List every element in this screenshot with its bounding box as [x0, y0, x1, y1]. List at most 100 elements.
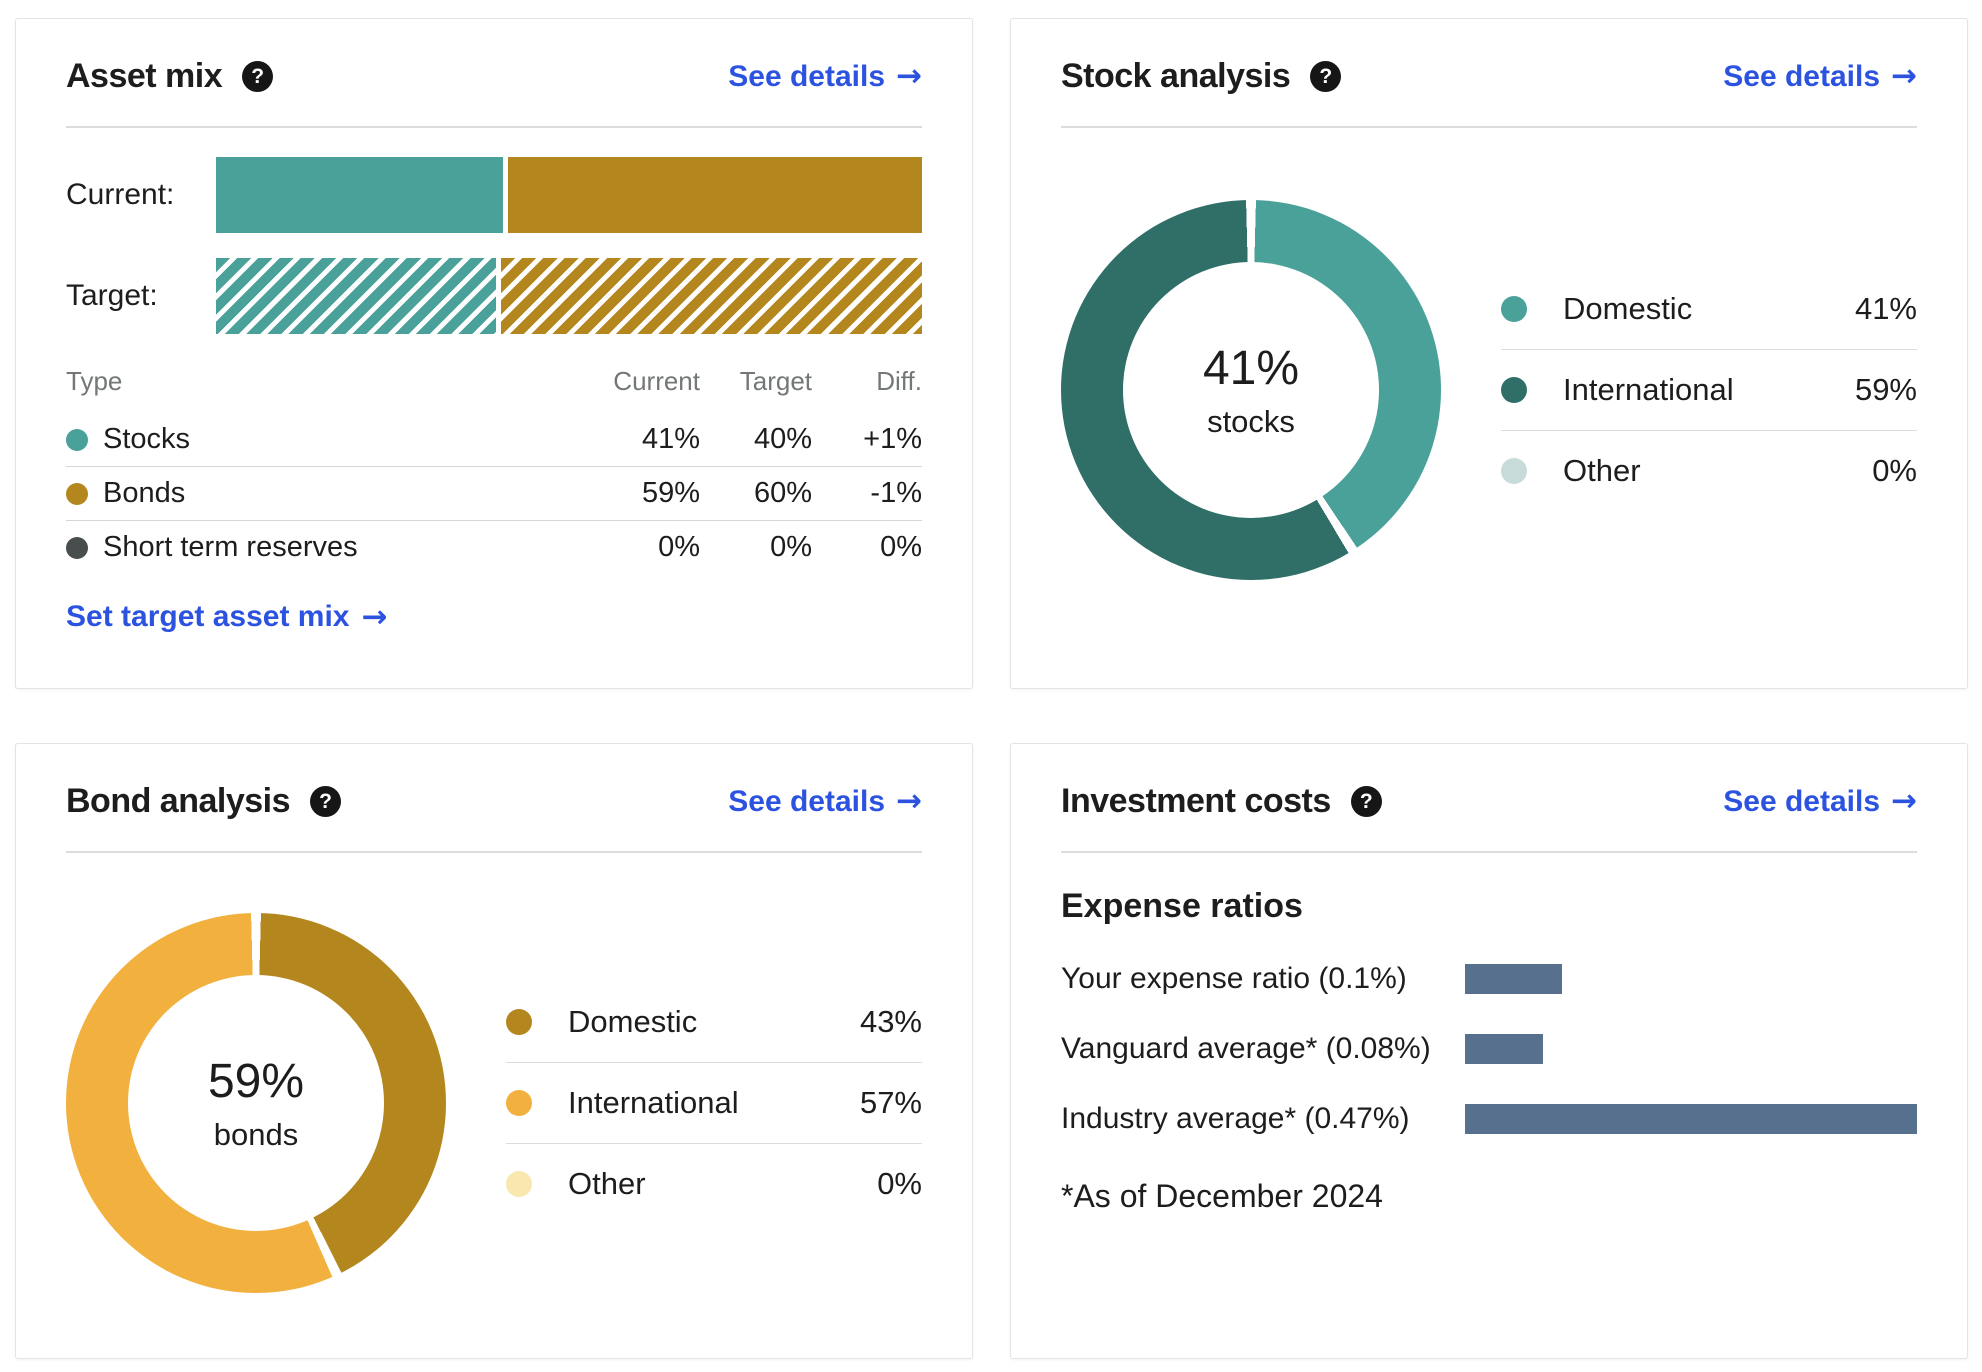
- help-icon[interactable]: ?: [1350, 786, 1382, 817]
- set-target-label: Set target asset mix: [66, 600, 350, 633]
- type-label: Bonds: [103, 477, 186, 509]
- set-target-asset-mix-link[interactable]: Set target asset mix →: [66, 600, 387, 634]
- target-value: 40%: [753, 423, 812, 455]
- expense-row: Industry average* (0.47%): [1061, 1102, 1917, 1136]
- see-details-link[interactable]: See details →: [1723, 60, 1917, 94]
- card-header: Stock analysis ? See details →: [1061, 57, 1917, 128]
- bond-analysis-card: Bond analysis ? See details → 59% bonds D…: [15, 743, 973, 1359]
- your-expense-ratio-bar: [1465, 964, 1562, 994]
- stock-analysis-card: Stock analysis ? See details → 41% stocks…: [1010, 18, 1968, 689]
- legend-label: Other: [1563, 453, 1641, 488]
- investment-costs-card: Investment costs ? See details → Expense …: [1010, 743, 1968, 1359]
- card-title: Asset mix: [66, 57, 223, 95]
- target-value: 0%: [770, 531, 812, 563]
- vanguard-average-bar: [1465, 1034, 1543, 1064]
- legend-row: International 59%: [1501, 349, 1917, 430]
- help-icon[interactable]: ?: [242, 61, 274, 92]
- card-header: Investment costs ? See details →: [1061, 782, 1917, 853]
- target-bar-row: Target:: [66, 258, 922, 334]
- donut-center-value: 59%: [207, 1054, 305, 1108]
- stocks-donut-chart: 41% stocks: [1061, 200, 1441, 580]
- table-header: Type Current Target Diff.: [66, 366, 922, 413]
- legend-row: International 57%: [506, 1062, 922, 1143]
- domestic-dot: [1501, 296, 1527, 322]
- table-row: Stocks 41% 40% +1%: [66, 413, 922, 466]
- col-current: Current: [613, 366, 700, 396]
- arrow-right-icon: →: [896, 783, 922, 819]
- legend-value: 0%: [877, 1166, 922, 1201]
- table-row: Bonds 59% 60% -1%: [66, 466, 922, 520]
- type-label: Stocks: [103, 423, 191, 455]
- help-icon[interactable]: ?: [1310, 61, 1342, 92]
- legend-row: Domestic 41%: [1501, 269, 1917, 349]
- card-title: Investment costs: [1061, 782, 1331, 820]
- footnote: *As of December 2024: [1061, 1178, 1383, 1214]
- international-dot: [1501, 377, 1527, 403]
- bonds-dot: [66, 482, 88, 505]
- domestic-dot: [506, 1009, 532, 1035]
- see-details-link[interactable]: See details →: [728, 785, 922, 819]
- bond-legend: Domestic 43% International 57% Other 0%: [506, 982, 922, 1224]
- expense-label: Vanguard average* (0.08%): [1061, 1032, 1431, 1065]
- bond-donut-section: 59% bonds Domestic 43% International 57%: [66, 913, 922, 1293]
- legend-label: International: [568, 1085, 739, 1120]
- stock-legend: Domestic 41% International 59% Other 0%: [1501, 269, 1917, 511]
- legend-label: International: [1563, 372, 1734, 407]
- short-term-reserves-dot: [66, 536, 88, 559]
- stock-donut-section: 41% stocks Domestic 41% International 59…: [1061, 200, 1917, 580]
- card-title: Bond analysis: [66, 782, 291, 820]
- donut-center-label: bonds: [213, 1116, 299, 1152]
- help-icon[interactable]: ?: [310, 786, 342, 817]
- title-group: Investment costs ?: [1061, 782, 1382, 821]
- expense-row: Vanguard average* (0.08%): [1061, 1032, 1917, 1066]
- stocks-dot: [66, 428, 88, 451]
- legend-row: Other 0%: [1501, 430, 1917, 511]
- diff-value: +1%: [863, 423, 922, 455]
- expense-row: Your expense ratio (0.1%): [1061, 962, 1917, 996]
- type-label: Short term reserves: [103, 531, 358, 563]
- card-title: Stock analysis: [1061, 57, 1291, 95]
- donut-center: 59% bonds: [128, 975, 384, 1231]
- title-group: Stock analysis ?: [1061, 57, 1342, 96]
- current-value: 0%: [658, 531, 700, 563]
- donut-center: 41% stocks: [1123, 262, 1379, 518]
- bonds-donut-chart: 59% bonds: [66, 913, 446, 1293]
- see-details-label: See details: [1723, 59, 1881, 93]
- col-target: Target: [739, 366, 812, 396]
- table-row: Short term reserves 0% 0% 0%: [66, 520, 922, 574]
- type-cell: Short term reserves: [66, 531, 582, 564]
- arrow-right-icon: →: [1891, 783, 1917, 819]
- expense-label: Industry average* (0.47%): [1061, 1102, 1410, 1135]
- target-value: 60%: [753, 477, 812, 509]
- donut-center-label: stocks: [1207, 403, 1295, 439]
- legend-value: 57%: [859, 1085, 922, 1120]
- legend-value: 0%: [1872, 453, 1917, 488]
- donut-center-value: 41%: [1202, 341, 1300, 395]
- legend-value: 41%: [1854, 291, 1917, 326]
- arrow-right-icon: →: [361, 598, 388, 635]
- legend-row: Other 0%: [506, 1143, 922, 1224]
- col-diff: Diff.: [876, 366, 922, 396]
- legend-label: Domestic: [568, 1004, 698, 1039]
- see-details-label: See details: [728, 784, 886, 818]
- current-value: 41%: [641, 423, 700, 455]
- expense-label: Your expense ratio (0.1%): [1061, 962, 1407, 995]
- expense-ratios-heading: Expense ratios: [1061, 887, 1303, 925]
- col-type: Type: [66, 366, 123, 396]
- type-cell: Bonds: [66, 477, 582, 510]
- asset-mix-table: Type Current Target Diff. Stocks 41% 40%…: [66, 366, 922, 574]
- see-details-link[interactable]: See details →: [1723, 785, 1917, 819]
- see-details-label: See details: [728, 59, 886, 93]
- legend-label: Other: [568, 1166, 646, 1201]
- card-header: Asset mix ? See details →: [66, 57, 922, 128]
- diff-value: 0%: [880, 531, 922, 563]
- industry-average-bar: [1465, 1104, 1917, 1134]
- current-value: 59%: [641, 477, 700, 509]
- other-dot: [1501, 458, 1527, 484]
- see-details-link[interactable]: See details →: [728, 60, 922, 94]
- current-bar-row: Current:: [66, 157, 922, 233]
- card-header: Bond analysis ? See details →: [66, 782, 922, 853]
- see-details-label: See details: [1723, 784, 1881, 818]
- arrow-right-icon: →: [1891, 58, 1917, 94]
